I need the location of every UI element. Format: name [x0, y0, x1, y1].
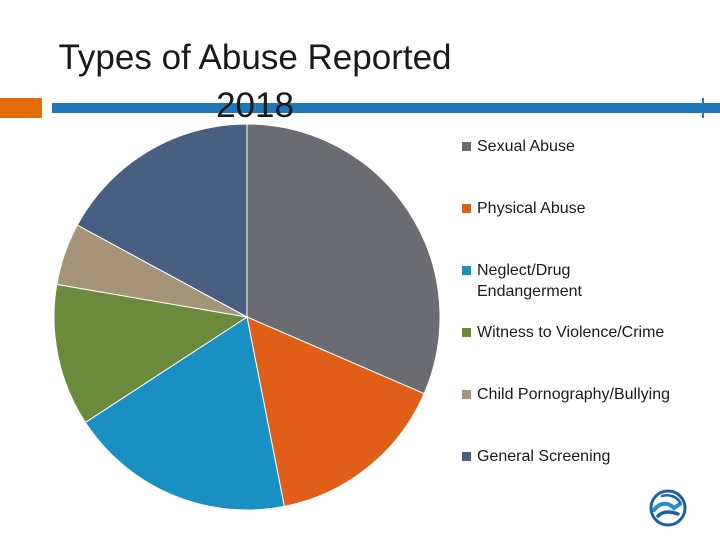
legend-label: Witness to Violence/Crime: [477, 324, 665, 341]
legend-item-witness-to-violence: Witness to Violence/Crime: [462, 322, 677, 343]
legend-item-physical-abuse: Physical Abuse: [462, 198, 677, 219]
legend-swatch: [462, 452, 471, 461]
header-accent-block: [0, 98, 42, 118]
legend-item-sexual-abuse: Sexual Abuse: [462, 136, 677, 157]
legend-label: Child Pornography/Bullying: [477, 386, 670, 403]
handshake-globe-icon: [649, 489, 687, 527]
legend-swatch: [462, 328, 471, 337]
chart-title-line-1: Types of Abuse Reported: [58, 38, 452, 77]
chart-title: Types of Abuse Reported 2018: [30, 34, 480, 130]
legend-swatch: [462, 142, 471, 151]
legend-label: General Screening: [477, 448, 611, 465]
pie-slice-sexual-abuse: [246, 123, 441, 395]
legend-label: Physical Abuse: [477, 200, 586, 217]
pie-slice-physical-abuse: [246, 316, 425, 507]
legend-label: Neglect/Drug Endangerment: [477, 262, 582, 300]
legend-swatch: [462, 390, 471, 399]
pie-slice-neglect-drug-endangerment: [84, 316, 285, 511]
header-accent-bar: [52, 103, 720, 113]
chart-title-line-2: 2018: [216, 86, 294, 125]
pie-slice-general-screening: [76, 123, 248, 318]
pie-slice-witness-to-violence: [53, 283, 249, 424]
header-accent-tick: [702, 98, 704, 118]
legend-swatch: [462, 266, 471, 275]
legend-item-general-screening: General Screening: [462, 446, 677, 467]
legend-item-neglect-drug-endangerment: Neglect/Drug Endangerment: [462, 260, 677, 302]
legend-item-child-pornography-bullying: Child Pornography/Bullying: [462, 384, 677, 405]
legend-swatch: [462, 204, 471, 213]
legend-label: Sexual Abuse: [477, 138, 575, 155]
